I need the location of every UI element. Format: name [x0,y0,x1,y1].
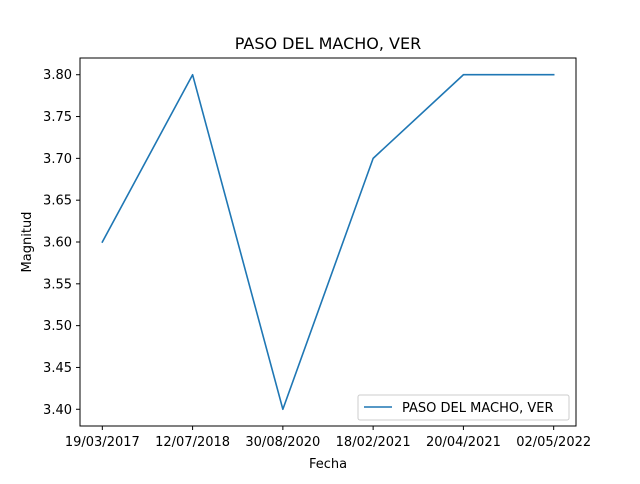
chart-title: PASO DEL MACHO, VER [235,34,421,53]
y-tick-label: 3.60 [43,236,72,251]
x-tick-label: 12/07/2018 [155,435,230,450]
y-axis-label: Magnitud [20,212,35,273]
y-tick-label: 3.55 [43,277,72,292]
y-tick-label: 3.45 [43,361,72,376]
x-tick-label: 02/05/2022 [516,435,591,450]
x-tick-label: 18/02/2021 [336,435,411,450]
y-tick-label: 3.75 [43,110,72,125]
y-tick-label: 3.40 [43,403,72,418]
x-axis-label: Fecha [309,457,347,472]
x-tick-label: 30/08/2020 [245,435,320,450]
y-tick-label: 3.70 [43,152,72,167]
y-tick-label: 3.80 [43,68,72,83]
y-tick-label: 3.65 [43,194,72,209]
x-tick-label: 19/03/2017 [65,435,140,450]
y-tick-label: 3.50 [43,319,72,334]
legend: PASO DEL MACHO, VER [358,395,569,420]
x-tick-label: 20/04/2021 [426,435,501,450]
legend-label: PASO DEL MACHO, VER [402,401,554,416]
